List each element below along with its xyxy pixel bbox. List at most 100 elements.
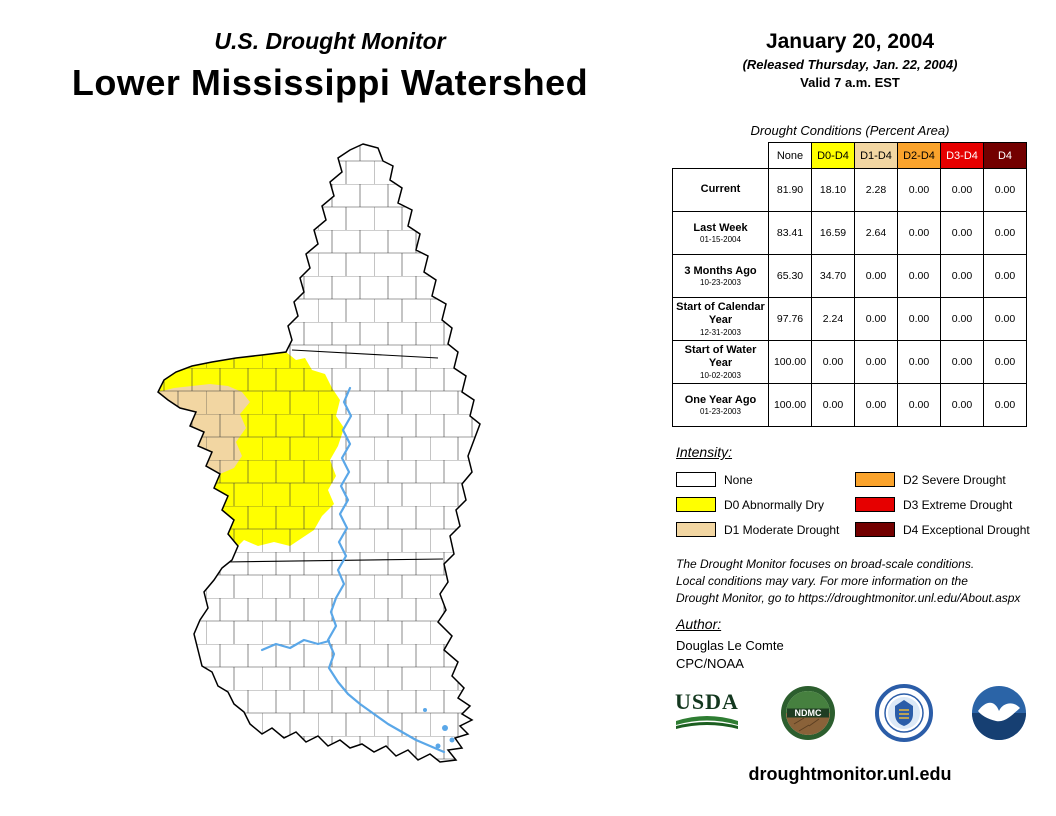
value-cell: 0.00: [983, 168, 1027, 212]
value-cell: 81.90: [768, 168, 812, 212]
row-date: 10-23-2003: [700, 278, 741, 288]
value-cell: 0.00: [854, 254, 898, 298]
value-cell: 83.41: [768, 211, 812, 255]
disclaimer-line: Drought Monitor, go to https://droughtmo…: [676, 590, 1021, 605]
page-title: Lower Mississippi Watershed: [71, 62, 589, 103]
usda-swoosh-icon: [676, 715, 738, 729]
legend-column-left: None D0 Abnormally Dry D1 Moderate Droug…: [676, 467, 848, 542]
mississippi-river: [260, 386, 446, 754]
watershed-outline: [157, 143, 481, 763]
valid-time: Valid 7 a.m. EST: [800, 75, 900, 90]
author-heading: Author:: [676, 616, 722, 632]
footer-url: droughtmonitor.unl.edu: [748, 764, 952, 784]
legend-label: None: [724, 472, 753, 487]
value-cell: 0.00: [854, 297, 898, 341]
legend-swatch-d1: [676, 522, 716, 537]
col-header-label: D0-D4: [817, 149, 849, 162]
row-label: Last Week: [693, 221, 748, 234]
value-cell: 65.30: [768, 254, 812, 298]
value-cell: 0.00: [983, 297, 1027, 341]
value-cell: 0.00: [811, 340, 855, 384]
legend-column-right: D2 Severe Drought D3 Extreme Drought D4 …: [855, 467, 1031, 542]
col-header-d4: D4: [983, 142, 1027, 169]
table-row: Current 81.90 18.10 2.28 0.00 0.00 0.00: [672, 168, 1027, 212]
legend-label: D3 Extreme Drought: [903, 497, 1013, 512]
value-cell: 0.00: [940, 297, 984, 341]
legend-item: D4 Exceptional Drought: [855, 517, 1031, 542]
tributary-river: [260, 638, 331, 652]
row-label: Start of Calendar Year: [676, 301, 765, 326]
legend-item: D2 Severe Drought: [855, 467, 1031, 492]
drought-table-wrap: None D0-D4 D1-D4 D2-D4 D3-D4 D4 Current …: [672, 142, 1027, 427]
col-header-d1-d4: D1-D4: [854, 142, 898, 169]
legend-swatch-d0: [676, 497, 716, 512]
author-org: CPC/NOAA: [676, 656, 744, 671]
value-cell: 0.00: [940, 211, 984, 255]
value-cell: 100.00: [768, 383, 812, 427]
legend-item: D3 Extreme Drought: [855, 492, 1031, 517]
program-title: U.S. Drought Monitor: [214, 28, 446, 54]
disclaimer-line: The Drought Monitor focuses on broad-sca…: [676, 557, 975, 571]
value-cell: 0.00: [983, 254, 1027, 298]
value-cell: 0.00: [854, 383, 898, 427]
value-cell: 0.00: [897, 383, 941, 427]
value-cell: 0.00: [940, 340, 984, 384]
legend-item: D1 Moderate Drought: [676, 517, 848, 542]
legend-label: D1 Moderate Drought: [724, 522, 840, 537]
row-date: 10-02-2003: [700, 370, 741, 380]
noaa-logo: [971, 686, 1026, 740]
row-label: 3 Months Ago: [684, 264, 757, 277]
col-header-none: None: [768, 142, 812, 169]
legend-swatch-d3: [855, 497, 895, 512]
col-header-d2-d4: D2-D4: [897, 142, 941, 169]
col-header-label: D4: [997, 149, 1013, 162]
legend-swatch-d4: [855, 522, 895, 537]
ndmc-wordmark: NDMC: [795, 708, 822, 718]
value-cell: 16.59: [811, 211, 855, 255]
delta-lakes: [423, 708, 455, 749]
corner-cell: [672, 142, 769, 169]
author-name: Douglas Le Comte: [676, 638, 784, 653]
value-cell: 0.00: [897, 340, 941, 384]
usda-logo: USDA: [672, 688, 742, 736]
col-header-label: D1-D4: [860, 149, 892, 162]
value-cell: 97.76: [768, 297, 812, 341]
logo-row: USDA NDMC: [672, 684, 1028, 742]
table-row: Last Week 01-15-2004 83.41 16.59 2.64 0.0…: [672, 211, 1027, 255]
state-borders: [224, 349, 444, 563]
legend-item: None: [676, 467, 848, 492]
table-header-row: None D0-D4 D1-D4 D2-D4 D3-D4 D4: [672, 142, 1027, 169]
table-row: Start of Water Year 10-02-2003 100.00 0.0…: [672, 340, 1027, 384]
legend-label: D4 Exceptional Drought: [903, 522, 1030, 537]
row-date: 01-23-2003: [700, 407, 741, 417]
table-row: Start of Calendar Year 12-31-2003 97.76 2…: [672, 297, 1027, 341]
col-header-d0-d4: D0-D4: [811, 142, 855, 169]
value-cell: 0.00: [983, 340, 1027, 384]
value-cell: 0.00: [940, 254, 984, 298]
county-grid: [158, 144, 480, 762]
value-cell: 0.00: [897, 254, 941, 298]
drought-conditions-table: None D0-D4 D1-D4 D2-D4 D3-D4 D4 Current …: [672, 142, 1027, 427]
ndmc-logo: NDMC: [781, 686, 836, 740]
legend-label: D2 Severe Drought: [903, 472, 1006, 487]
value-cell: 0.00: [940, 168, 984, 212]
value-cell: 0.00: [983, 383, 1027, 427]
value-cell: 0.00: [897, 168, 941, 212]
value-cell: 0.00: [940, 383, 984, 427]
value-cell: 0.00: [897, 211, 941, 255]
row-date: 12-31-2003: [700, 327, 741, 337]
legend-item: D0 Abnormally Dry: [676, 492, 848, 517]
row-label: Current: [700, 183, 741, 196]
row-label: One Year Ago: [684, 393, 757, 406]
value-cell: 18.10: [811, 168, 855, 212]
usda-wordmark: USDA: [675, 688, 739, 714]
table-title: Drought Conditions (Percent Area): [750, 123, 950, 138]
col-header-d3-d4: D3-D4: [940, 142, 984, 169]
value-cell: 0.00: [897, 297, 941, 341]
value-cell: 2.24: [811, 297, 855, 341]
legend-label: D0 Abnormally Dry: [724, 497, 825, 512]
commerce-seal-logo: [874, 684, 933, 742]
issuance-block: January 20, 2004 (Released Thursday, Jan…: [672, 30, 1028, 90]
row-date: 01-15-2004: [700, 235, 741, 245]
value-cell: 2.28: [854, 168, 898, 212]
